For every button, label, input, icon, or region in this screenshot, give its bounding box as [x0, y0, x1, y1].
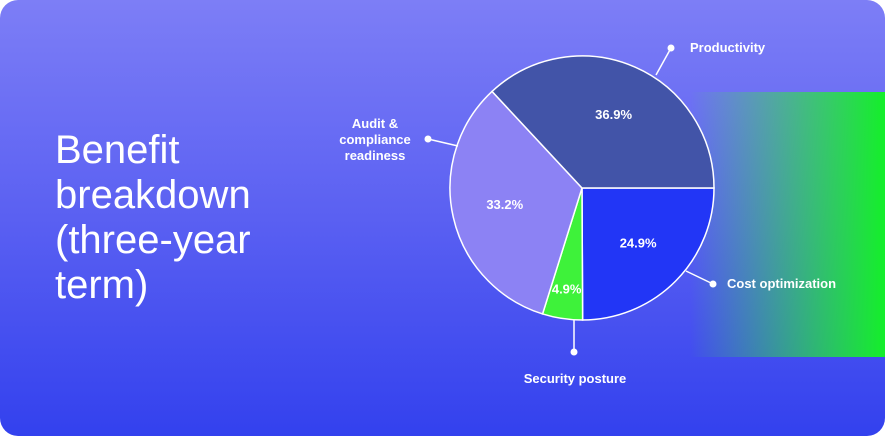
- category-label: Security posture: [523, 371, 627, 386]
- leader-line: [427, 138, 459, 147]
- pie-slice: [490, 55, 715, 189]
- value-label: 4.9%: [552, 281, 582, 296]
- value-label: 24.9%: [620, 235, 657, 250]
- pie-slice: [581, 187, 715, 321]
- category-label: Productivity: [690, 40, 766, 55]
- pie-slice: [449, 90, 583, 315]
- decor-band: [690, 92, 885, 357]
- chart-title: Benefit breakdown (three-year term): [55, 128, 251, 307]
- category-label: Audit & compliance readiness: [339, 116, 411, 163]
- leader-dot: [667, 44, 675, 52]
- leader-dot: [570, 348, 578, 356]
- category-label: Cost optimization: [727, 276, 837, 291]
- leader-dot: [709, 280, 717, 288]
- leader-line: [685, 270, 714, 285]
- value-label: 36.9%: [595, 107, 632, 122]
- leader-line: [655, 47, 672, 76]
- value-label: 33.2%: [486, 197, 523, 212]
- leader-dot: [424, 135, 432, 143]
